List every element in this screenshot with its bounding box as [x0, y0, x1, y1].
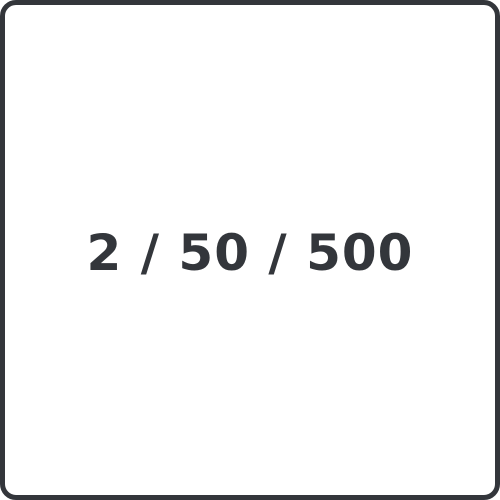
ratio-text: 2 / 50 / 500 — [86, 223, 414, 282]
